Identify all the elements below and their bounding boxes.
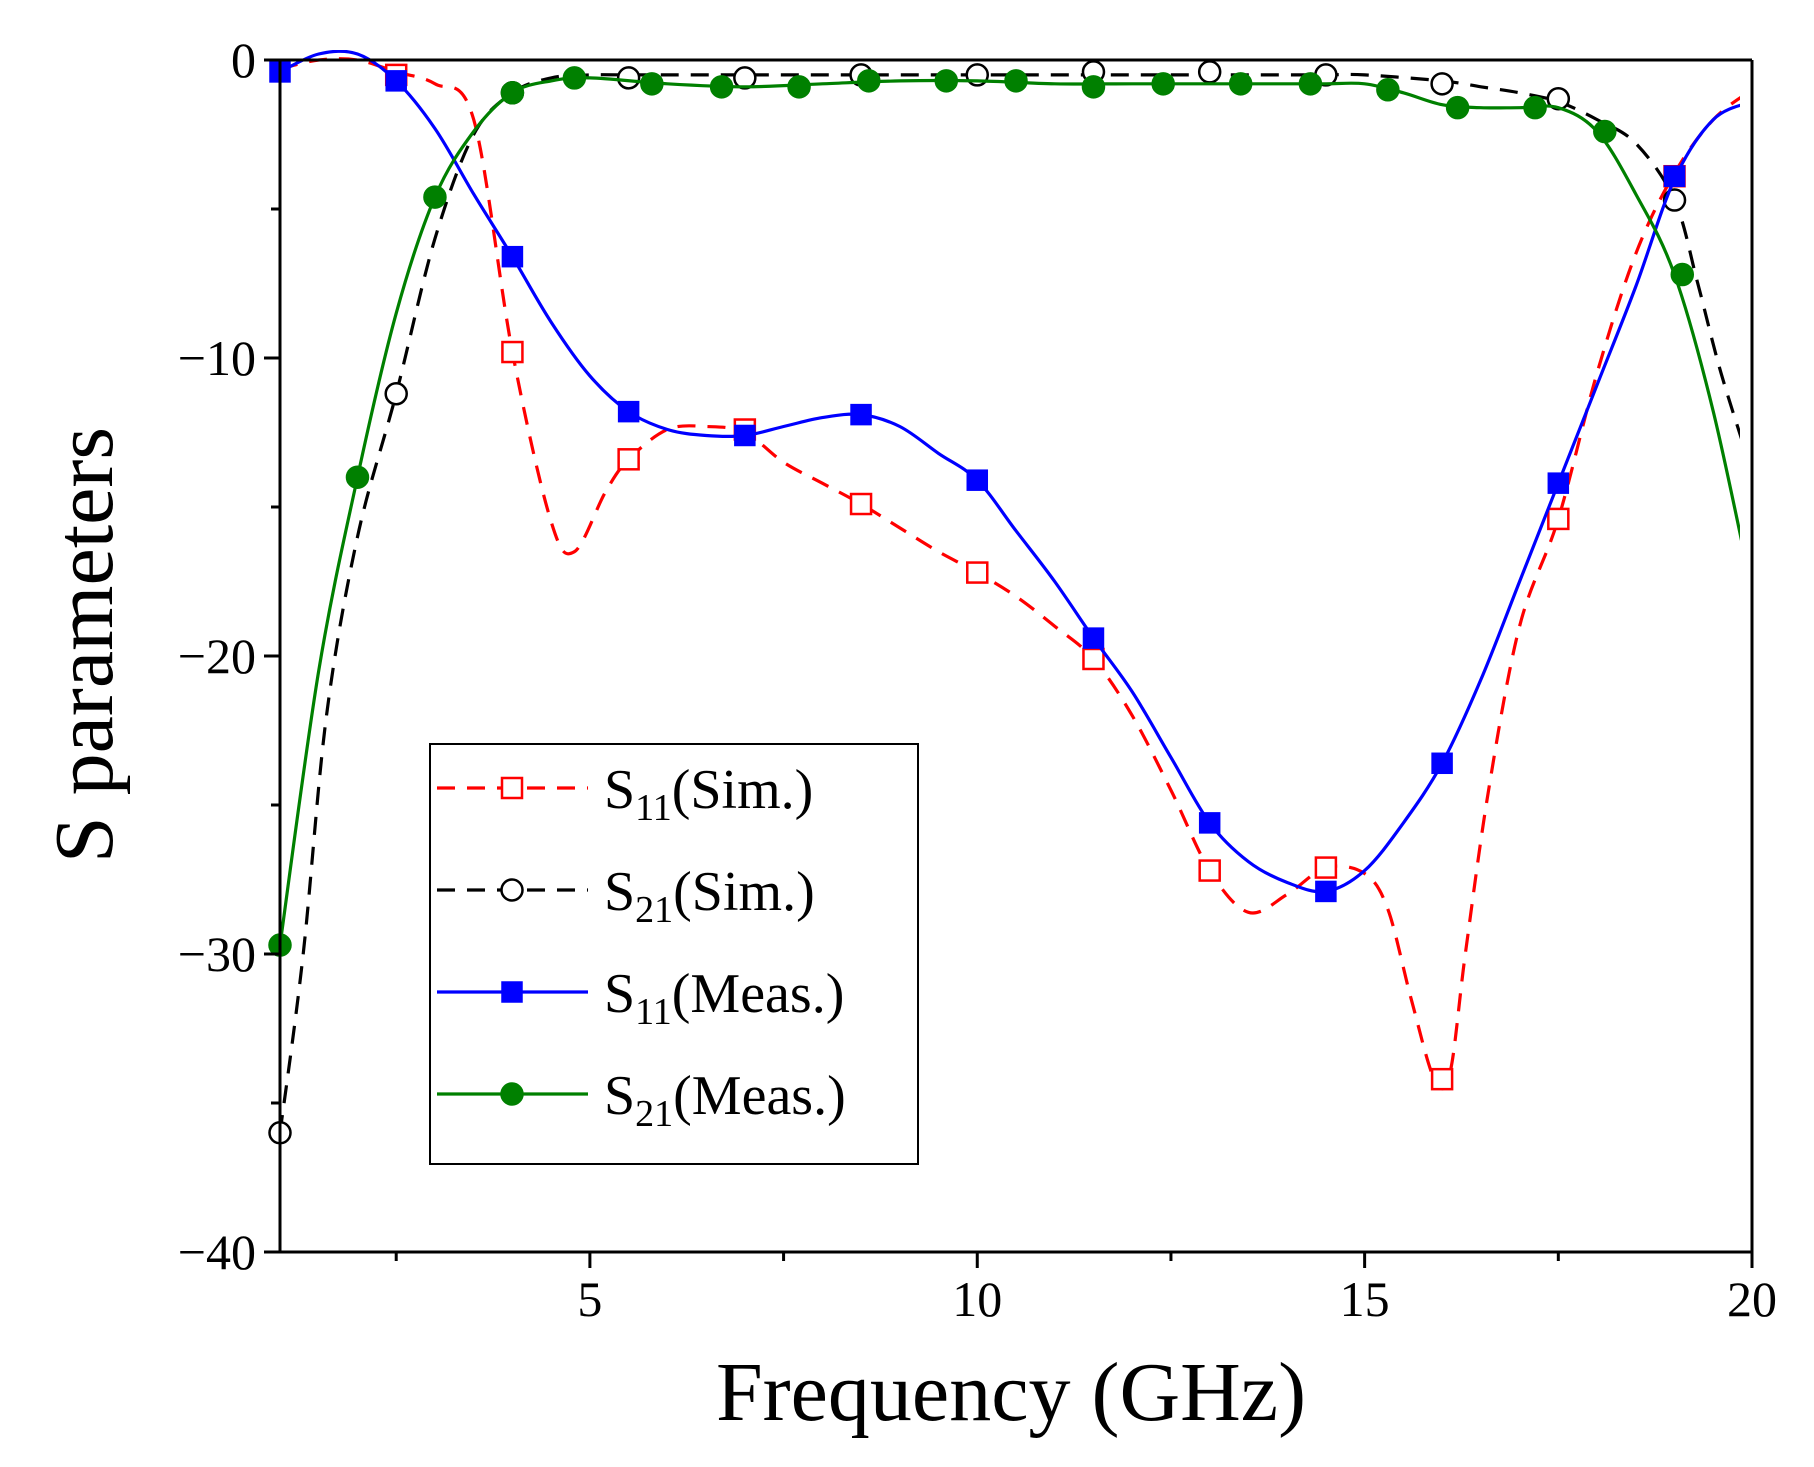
y-tick-label: −10: [178, 330, 256, 386]
marker-S21(Meas.): [1298, 72, 1323, 96]
marker-S11(Sim.): [501, 340, 524, 364]
marker-S21(Meas.): [934, 69, 959, 93]
marker-S21(Meas.): [1151, 72, 1175, 96]
marker-S21(Sim.): [1430, 72, 1454, 96]
marker-legend: [501, 981, 523, 1003]
marker-S21(Meas.): [1004, 69, 1028, 93]
marker-legend: [500, 878, 524, 902]
y-axis-title: S parameters: [38, 427, 131, 863]
marker-S11(Meas.): [734, 424, 756, 447]
marker-S11(Sim.): [1082, 647, 1105, 671]
marker-S21(Meas.): [345, 465, 370, 489]
series-line: [278, 72, 1740, 1134]
y-tick-label: −30: [178, 926, 256, 982]
marker-S21(Meas.): [1081, 75, 1106, 99]
x-tick-label: 5: [577, 1271, 602, 1327]
marker-S21(Meas.): [1228, 72, 1253, 96]
marker-S21(Sim.): [1197, 60, 1222, 84]
marker-S11(Sim.): [1430, 1067, 1454, 1091]
x-tick-label: 20: [1727, 1271, 1777, 1327]
series-S21(Sim.): [268, 60, 1740, 1145]
marker-S21(Sim.): [384, 382, 408, 406]
legend-label: S11(Meas.): [604, 963, 844, 1033]
marker-legend: [500, 776, 524, 800]
marker-S21(Meas.): [562, 66, 587, 90]
marker-S11(Meas.): [850, 403, 872, 426]
ticks-layer: 5 10 15 20 0 −10 −20 −30 −40: [178, 32, 1777, 1327]
marker-S11(Sim.): [849, 492, 873, 516]
series-S11(Meas.): [269, 50, 1740, 903]
series-S21(Meas.): [268, 66, 1740, 957]
marker-S21(Meas.): [1445, 95, 1470, 120]
y-tick-label: 0: [231, 32, 256, 88]
marker-S11(Sim.): [1547, 507, 1570, 531]
legend-item: S21(Sim.): [437, 861, 815, 931]
marker-S11(Sim.): [966, 561, 989, 584]
x-tick-label: 10: [952, 1271, 1002, 1327]
marker-S21(Meas.): [1523, 95, 1547, 120]
series-layer: [268, 50, 1740, 1145]
marker-S11(Meas.): [617, 400, 640, 423]
marker-S11(Meas.): [1082, 627, 1105, 649]
y-tick-label: −20: [178, 628, 256, 684]
y-tick-label: −40: [178, 1224, 256, 1280]
marker-S11(Meas.): [1547, 472, 1570, 494]
x-axis-title: Frequency (GHz): [716, 1346, 1306, 1439]
legend: S11(Sim.) S21(Sim.) S11(Meas.) S21(Meas.): [429, 743, 919, 1165]
marker-legend: [500, 1082, 524, 1106]
marker-S21(Meas.): [709, 75, 734, 99]
marker-S11(Meas.): [1431, 752, 1453, 775]
legend-item: S11(Sim.): [437, 759, 813, 829]
marker-S11(Sim.): [1198, 859, 1221, 882]
marker-S21(Meas.): [1376, 78, 1400, 102]
marker-S21(Meas.): [1593, 119, 1617, 144]
marker-S21(Meas.): [423, 185, 447, 209]
series-line: [278, 76, 1740, 946]
marker-S21(Meas.): [857, 69, 881, 93]
marker-S11(Sim.): [617, 448, 640, 471]
marker-S11(Meas.): [1198, 812, 1221, 834]
legend-item: S11(Meas.): [437, 963, 844, 1033]
legend-label: S11(Sim.): [604, 759, 813, 829]
marker-S21(Meas.): [1670, 262, 1695, 287]
marker-S11(Meas.): [966, 469, 989, 491]
x-tick-label: 15: [1340, 1271, 1390, 1327]
marker-S21(Meas.): [640, 72, 664, 96]
marker-S11(Meas.): [501, 245, 524, 268]
legend-items: S11(Sim.) S21(Sim.) S11(Meas.) S21(Meas.): [437, 759, 846, 1135]
marker-S11(Meas.): [1663, 165, 1686, 187]
legend-label: S21(Meas.): [604, 1065, 846, 1135]
legend-item: S21(Meas.): [437, 1065, 846, 1135]
marker-S11(Meas.): [1315, 880, 1337, 903]
legend-label: S21(Sim.): [604, 861, 815, 931]
marker-S21(Meas.): [500, 81, 525, 105]
marker-S21(Sim.): [616, 66, 641, 90]
series-line: [279, 50, 1740, 894]
marker-S21(Meas.): [787, 75, 811, 99]
marker-S11(Sim.): [1314, 856, 1338, 879]
marker-S11(Meas.): [385, 70, 407, 92]
